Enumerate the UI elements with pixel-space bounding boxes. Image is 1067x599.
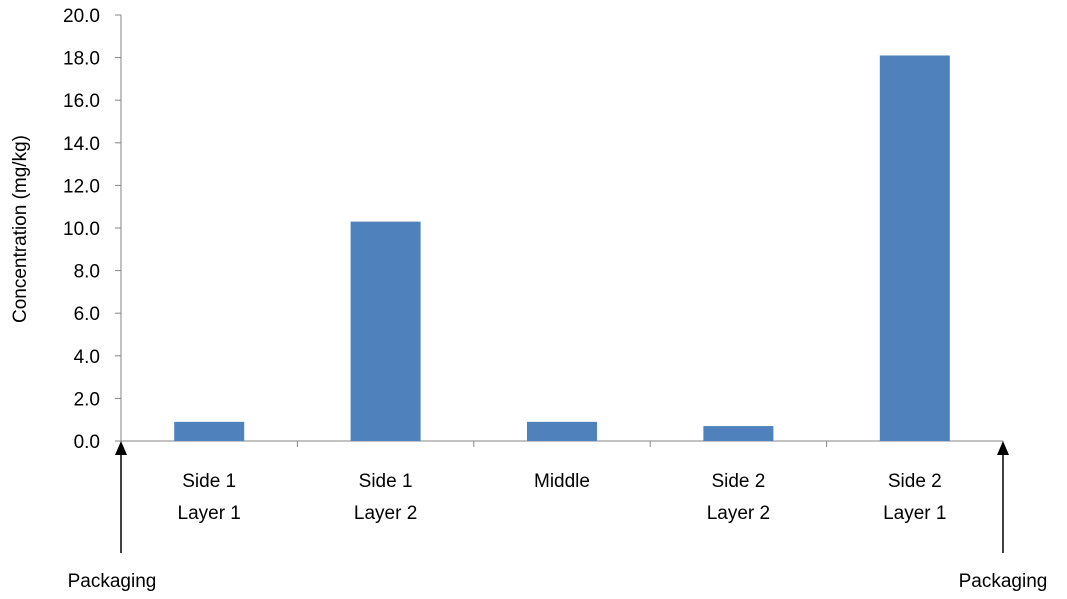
y-tick-label: 4.0 [74,347,100,368]
left-arrow-head [115,441,127,455]
axes [115,14,1004,447]
x-category-label: Layer 2 [707,503,770,524]
left-packaging-arrow [115,441,127,553]
y-tick-label: 18.0 [63,49,100,70]
x-category-labels: Side 1 Layer 1 Side 1 Layer 2 Middle Side 2 La… [178,471,947,524]
x-category-label: Side 1 [359,471,413,492]
y-tick-label: 14.0 [63,134,100,155]
right-arrow-head [997,441,1009,455]
x-category-label: Side 2 [711,471,765,492]
x-category-label: Layer 2 [354,503,417,524]
bar [527,421,597,441]
y-tick-label: 6.0 [74,304,100,325]
x-category-label: Side 2 [888,471,942,492]
x-category-label: Layer 1 [178,503,241,524]
x-category-label: Middle [534,471,590,492]
x-category-label: Layer 1 [883,503,946,524]
y-tick-label: 2.0 [74,389,100,410]
y-tick-label: 0.0 [74,432,100,453]
y-tick-label: 16.0 [63,91,100,112]
left-packaging-label: Packaging [68,571,157,592]
y-axis-title: Concentration (mg/kg) [10,135,31,323]
y-tick-label: 20.0 [63,6,100,27]
y-tick-labels: 0.0 2.0 4.0 6.0 8.0 10.0 12.0 14.0 16.0 18.0 20.0 [63,6,100,453]
y-tick-label: 12.0 [63,176,100,197]
y-tick-label: 8.0 [74,262,100,283]
x-category-label: Side 1 [182,471,236,492]
bar [350,221,421,441]
bars [174,55,950,441]
bar [879,55,950,441]
y-tick-label: 10.0 [63,219,100,240]
right-packaging-label: Packaging [959,571,1048,592]
bar [174,421,245,441]
bar [703,426,774,441]
right-packaging-arrow [997,441,1009,553]
